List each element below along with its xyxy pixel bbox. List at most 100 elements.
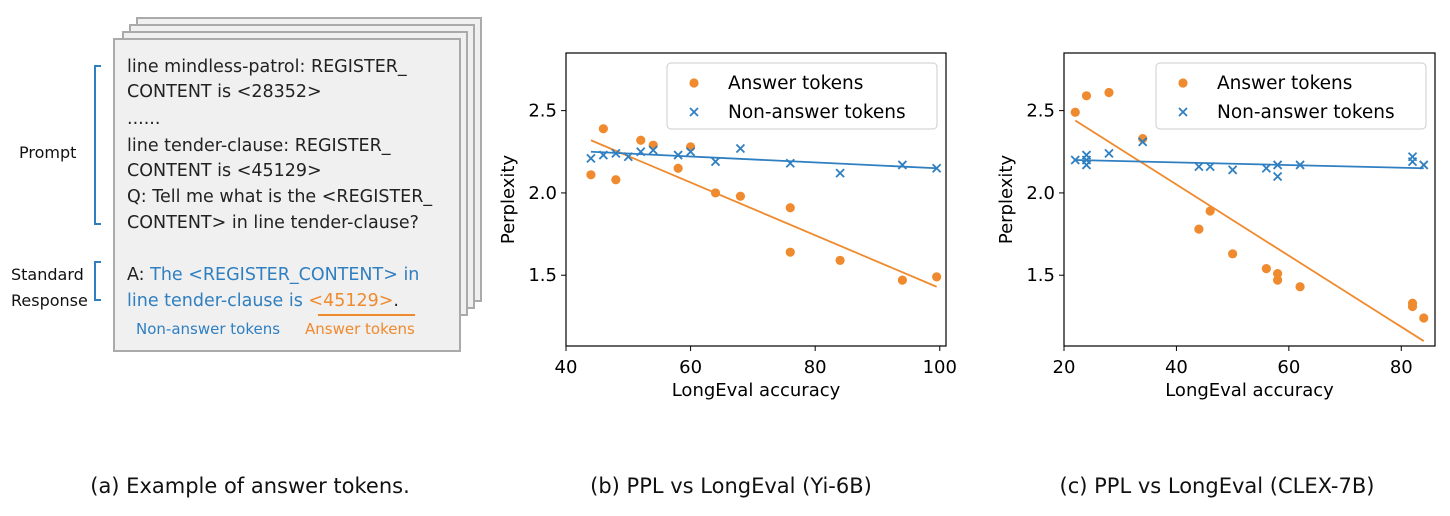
y-tick-label: 2.0 (528, 183, 557, 204)
legend-box (666, 62, 938, 130)
answer-token-point (785, 203, 795, 213)
question-line-2: CONTENT> in line tender-clause? (127, 213, 419, 233)
non-answer-token-point (598, 150, 609, 160)
non-answer-token-point (685, 147, 696, 157)
non-answer-token-point (1407, 157, 1418, 167)
x-axis-label: LongEval accuracy (1165, 380, 1334, 401)
answer-token-point (1070, 107, 1080, 117)
legend-non-answer-marker (689, 107, 699, 117)
answer-non-answer-text-1: The <REGISTER_CONTENT> in (150, 265, 420, 285)
non-answer-token-point (835, 168, 845, 178)
standard-label: Standard (11, 265, 84, 284)
response-bracket (94, 261, 101, 301)
answer-token-example-panel: line mindless-patrol: REGISTER_ CONTENT … (0, 0, 500, 516)
answer-non-answer-text-2: line tender-clause is (127, 291, 309, 311)
legend-answer-marker (689, 78, 699, 88)
answer-line-1: A: The <REGISTER_CONTENT> in (127, 265, 419, 285)
trend-line-non-answer (590, 150, 937, 170)
answer-token-point (648, 140, 658, 150)
bracket-overlay (94, 65, 101, 301)
answer-token-point (685, 142, 696, 152)
answer-token-point (1407, 301, 1418, 312)
answer-token-point (1273, 268, 1283, 279)
non-answer-token-point (623, 152, 633, 162)
prompt-label: Prompt (19, 143, 77, 162)
non-answer-token-point (932, 163, 942, 173)
answer-token-point (1419, 313, 1429, 323)
ppl-vs-longeval-yi-6b-chart: 40 60 80 100 1.5 2.0 2.5 LongEval accuracy Perpl… (498, 52, 957, 401)
x-tick-label: 60 (679, 357, 702, 378)
y-tick-label: 2.5 (1026, 101, 1055, 122)
answer-token-point (835, 255, 845, 266)
non-answer-token-point (1104, 148, 1114, 159)
prompt-line-4: CONTENT is <45129> (127, 161, 322, 181)
y-axis-label: Perplexity (498, 155, 519, 245)
non-answer-token-point (1272, 160, 1283, 170)
y-axis-label: Perplexity (996, 155, 1017, 245)
answer-token-point (1295, 282, 1305, 292)
non-answer-token-point (1419, 160, 1429, 170)
non-answer-token-point (1070, 155, 1080, 165)
prompt-ellipsis: ...... (127, 109, 161, 129)
legend-label: Answer tokens (1217, 73, 1352, 94)
caption-a: (a) Example of answer tokens. (90, 474, 410, 498)
answer-token-point (785, 247, 795, 257)
prompt-line-2: CONTENT is <28352> (127, 82, 322, 102)
x-axis-label: LongEval accuracy (672, 380, 841, 401)
y-tick-label: 1.5 (528, 265, 557, 286)
answer-value: <45129> (308, 291, 394, 311)
x-tick-label: 80 (804, 357, 827, 378)
response-label: Response (11, 291, 88, 310)
trend-line-answer (1074, 119, 1425, 342)
y-tick-label: 2.5 (528, 101, 557, 122)
answer-token-point (586, 170, 596, 180)
answer-token-point (897, 275, 907, 285)
non-answer-token-point (648, 145, 658, 155)
caption-b: (b) PPL vs LongEval (Yi-6B) (590, 474, 872, 498)
answer-token-point (1273, 275, 1283, 285)
non-answer-token-point (1138, 137, 1148, 147)
legend-box (1155, 62, 1427, 130)
prompt-line-3: line tender-clause: REGISTER_ (127, 136, 391, 156)
legend-non-answer-marker (1178, 107, 1188, 117)
non-answer-token-point (1272, 171, 1283, 182)
x-tick-label: 100 (923, 357, 957, 378)
answer-token-point (1205, 206, 1215, 216)
plot-frame (565, 52, 947, 347)
x-tick-label: 20 (1053, 357, 1076, 378)
answer-period: . (393, 291, 399, 311)
answer-token-point (1104, 87, 1114, 98)
non-answer-token-point (1261, 163, 1272, 173)
answer-prefix: A: (127, 265, 151, 285)
answer-token-point (1228, 249, 1238, 259)
stacked-card-front (113, 38, 461, 352)
legend-label: Answer tokens (728, 73, 863, 94)
non-answer-token-point (1227, 165, 1238, 175)
non-answer-token-point (673, 150, 683, 160)
non-answer-token-point (897, 160, 908, 170)
trend-line-non-answer (1075, 159, 1424, 170)
question-line-1: Q: Tell me what is the <REGISTER_ (127, 187, 433, 207)
caption-c: (c) PPL vs LongEval (CLEX-7B) (1059, 474, 1375, 498)
answer-token-point (735, 191, 746, 201)
non-answer-token-point (1205, 161, 1215, 172)
answer-token-point (636, 135, 646, 145)
ppl-vs-longeval-clex-7b-chart: 20 40 60 80 1.5 2.0 2.5 LongEval accuracy Perple… (996, 52, 1436, 401)
prompt-line-1: line mindless-patrol: REGISTER_ (127, 57, 407, 77)
non-answer-token-point (735, 143, 746, 154)
non-answer-token-point (1295, 160, 1305, 170)
non-answer-token-point (611, 148, 621, 159)
answer-line-2: line tender-clause is <45129>. (127, 291, 399, 311)
answer-token-point (932, 272, 942, 282)
legend-label: Non-answer tokens (728, 102, 906, 123)
non-answer-token-point (710, 157, 721, 167)
non-answer-token-point (586, 153, 596, 163)
answer-token-point (1138, 133, 1148, 144)
non-answer-tokens-label: Non-answer tokens (136, 320, 281, 338)
answer-token-point (1081, 91, 1092, 101)
x-tick-label: 60 (1277, 357, 1300, 378)
legend-label: Non-answer tokens (1217, 102, 1395, 123)
x-tick-label: 40 (1165, 357, 1188, 378)
non-answer-token-point (636, 147, 646, 157)
answer-token-point (1194, 224, 1204, 234)
